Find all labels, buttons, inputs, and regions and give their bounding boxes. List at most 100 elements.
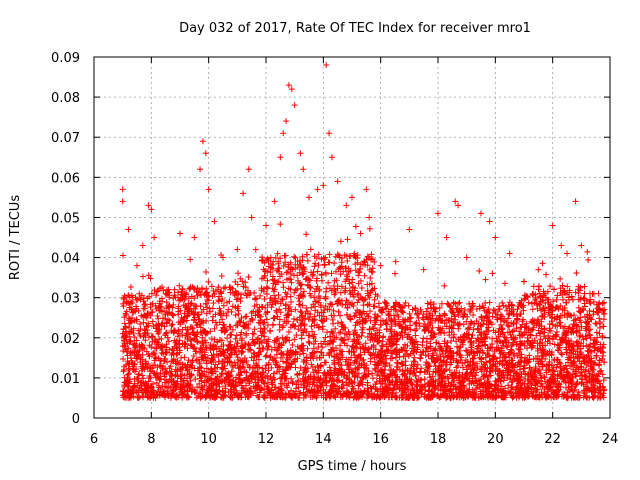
roti-point (181, 340, 188, 347)
roti-point (389, 394, 396, 401)
roti-point (262, 353, 269, 360)
roti-point (353, 332, 360, 339)
roti-point (142, 327, 149, 334)
roti-point (199, 334, 206, 341)
roti-point (364, 290, 371, 297)
roti-point (225, 345, 232, 352)
roti-point (436, 373, 443, 380)
roti-point (336, 329, 343, 336)
roti-point (508, 308, 515, 315)
roti-point (228, 308, 235, 315)
roti-point (352, 285, 359, 292)
roti-point (402, 353, 409, 360)
roti-point (396, 366, 403, 373)
roti-point (536, 366, 543, 373)
roti-point (417, 386, 424, 393)
roti-point (563, 344, 570, 351)
roti-point (296, 390, 303, 397)
roti-point (252, 246, 259, 253)
roti-point (279, 334, 286, 341)
roti-point (140, 305, 147, 312)
roti-point (348, 301, 355, 308)
roti-point (159, 342, 166, 349)
roti-point (593, 372, 600, 379)
roti-point (379, 393, 386, 400)
roti-point (234, 322, 241, 329)
roti-point (549, 367, 556, 374)
roti-point (157, 370, 164, 377)
roti-point (170, 301, 177, 308)
roti-point (339, 385, 346, 392)
roti-point (184, 334, 191, 341)
roti-point (275, 278, 282, 285)
roti-point (358, 332, 365, 339)
roti-point (177, 382, 184, 389)
roti-point (285, 285, 292, 292)
roti-point (124, 348, 131, 355)
roti-point (328, 328, 335, 335)
roti-point (473, 306, 480, 313)
roti-point (410, 358, 417, 365)
roti-point (307, 246, 314, 253)
roti-point (360, 356, 367, 363)
roti-point (430, 347, 437, 354)
roti-point (126, 366, 133, 373)
roti-point (312, 338, 319, 345)
roti-point (127, 319, 134, 326)
roti-point (292, 364, 299, 371)
roti-point (421, 376, 428, 383)
roti-point (293, 332, 300, 339)
roti-point (441, 311, 448, 318)
roti-point (139, 345, 146, 352)
roti-point (125, 345, 132, 352)
roti-point (522, 295, 529, 302)
roti-point (599, 300, 606, 307)
roti-point (258, 275, 265, 282)
roti-point (496, 325, 503, 332)
roti-point (280, 262, 287, 269)
roti-point (421, 391, 428, 398)
roti-point (360, 373, 367, 380)
roti-point (469, 332, 476, 339)
roti-point (423, 359, 430, 366)
roti-point (192, 376, 199, 383)
roti-point (121, 296, 128, 303)
roti-point (343, 297, 350, 304)
roti-point (543, 369, 550, 376)
roti-point (371, 303, 378, 310)
roti-point (500, 342, 507, 349)
roti-point (390, 312, 397, 319)
roti-point (217, 312, 224, 319)
roti-point (532, 364, 539, 371)
roti-point (383, 305, 390, 312)
roti-point (443, 358, 450, 365)
roti-point (176, 297, 183, 304)
roti-point (131, 386, 138, 393)
roti-point (184, 312, 191, 319)
roti-point (291, 336, 298, 343)
roti-point (559, 291, 566, 298)
roti-point (147, 304, 154, 311)
roti-point (264, 268, 271, 275)
roti-point (367, 355, 374, 362)
roti-point (160, 388, 167, 395)
roti-point (180, 377, 187, 384)
roti-point (328, 338, 335, 345)
roti-point (147, 275, 154, 282)
roti-point (497, 350, 504, 357)
roti-point (444, 354, 451, 361)
roti-point (570, 328, 577, 335)
roti-point (332, 394, 339, 401)
roti-point (504, 344, 511, 351)
roti-point (282, 370, 289, 377)
roti-point (304, 251, 311, 258)
roti-point (238, 314, 245, 321)
roti-point (289, 390, 296, 397)
roti-point (468, 318, 475, 325)
roti-point (287, 276, 294, 283)
roti-point (218, 343, 225, 350)
roti-point (170, 312, 177, 319)
roti-point (361, 272, 368, 279)
roti-point (469, 375, 476, 382)
roti-point (298, 281, 305, 288)
